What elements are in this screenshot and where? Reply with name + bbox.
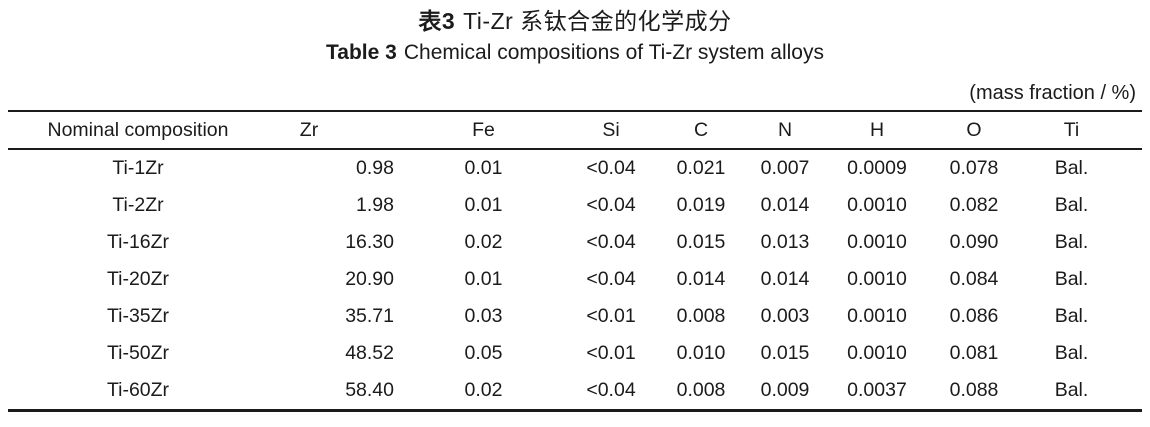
composition-value-cell: 58.40	[345, 379, 394, 401]
alloy-name-cell: Ti-2Zr	[112, 194, 164, 216]
composition-value-cell: <0.04	[586, 231, 636, 253]
alloy-name-cell: Ti-35Zr	[106, 305, 170, 327]
table-row: Ti-1Zr 0.98 0.01 <0.04 0.021 0.007 0.0009 0.078…	[8, 149, 1142, 187]
composition-value-cell: 0.015	[676, 231, 726, 253]
table-title-chinese-text: Ti-Zr 系钛合金的化学成分	[463, 8, 732, 34]
table-row: Ti-35Zr 35.71 0.03 <0.01 0.008 0.003 0.0010 0.0…	[8, 298, 1142, 335]
composition-value-cell: 0.0010	[847, 231, 907, 253]
table-row: Ti-2Zr 1.98 0.01 <0.04 0.019 0.014 0.0010 0.082…	[8, 187, 1142, 224]
table-header-row: Nominal composition Zr Fe Si C N H O Ti	[8, 111, 1142, 149]
composition-value-cell: 35.71	[345, 305, 394, 327]
unit-note: (mass fraction / %)	[969, 82, 1136, 104]
composition-value-cell: Bal.	[1054, 342, 1089, 364]
composition-value-cell: 0.082	[949, 194, 999, 216]
composition-value-cell: 0.090	[949, 231, 999, 253]
composition-value-cell: 0.084	[949, 268, 999, 290]
composition-value-cell: 0.014	[760, 194, 810, 216]
column-header-zr: Zr	[299, 118, 319, 141]
composition-value-cell: 1.98	[356, 194, 394, 216]
table-number-english: Table 3	[326, 41, 397, 64]
table-title-english: Table 3 Chemical compositions of Ti-Zr sy…	[0, 40, 1150, 66]
column-header-o: O	[966, 118, 982, 141]
composition-value-cell: Bal.	[1054, 194, 1089, 216]
table-header: Nominal composition Zr Fe Si C N H O Ti	[8, 111, 1142, 149]
alloy-name-cell: Ti-1Zr	[112, 157, 164, 179]
composition-value-cell: Bal.	[1054, 268, 1089, 290]
composition-value-cell: 0.01	[464, 268, 503, 290]
composition-value-cell: <0.04	[586, 194, 636, 216]
composition-value-cell: 0.014	[760, 268, 810, 290]
composition-value-cell: 0.007	[760, 157, 810, 179]
composition-value-cell: <0.01	[586, 305, 636, 327]
composition-value-cell: 0.078	[949, 157, 999, 179]
table-number-chinese: 表3	[418, 8, 456, 34]
composition-value-cell: <0.04	[586, 379, 636, 401]
composition-value-cell: 0.086	[949, 305, 999, 327]
composition-value-cell: 0.03	[464, 305, 503, 327]
column-header-ti: Ti	[1063, 118, 1080, 141]
composition-value-cell: 0.008	[676, 379, 726, 401]
composition-value-cell: 0.98	[356, 157, 394, 179]
composition-value-cell: Bal.	[1054, 231, 1089, 253]
table-row: Ti-16Zr 16.30 0.02 <0.04 0.015 0.013 0.0010 0.0…	[8, 224, 1142, 261]
alloy-name-cell: Ti-16Zr	[106, 231, 170, 253]
table-row: Ti-60Zr 58.40 0.02 <0.04 0.008 0.009 0.0037 0.0…	[8, 372, 1142, 411]
composition-value-cell: 0.009	[760, 379, 810, 401]
composition-value-cell: 0.013	[760, 231, 810, 253]
table-row: Ti-20Zr 20.90 0.01 <0.04 0.014 0.014 0.0010 0.0…	[8, 261, 1142, 298]
composition-value-cell: 0.019	[676, 194, 726, 216]
composition-value-cell: 0.014	[676, 268, 726, 290]
composition-value-cell: 0.0010	[847, 194, 907, 216]
column-header-si: Si	[602, 118, 620, 141]
table-row: Ti-50Zr 48.52 0.05 <0.01 0.010 0.015 0.0010 0.0…	[8, 335, 1142, 372]
composition-value-cell: 0.010	[676, 342, 726, 364]
column-header-nominal-composition: Nominal composition	[47, 118, 229, 141]
composition-value-cell: 0.01	[464, 157, 503, 179]
composition-value-cell: 16.30	[345, 231, 394, 253]
composition-table: Nominal composition Zr Fe Si C N H O Ti Ti-1Zr 0.…	[8, 110, 1142, 412]
column-header-c: C	[693, 118, 709, 141]
column-header-h: H	[869, 118, 885, 141]
composition-value-cell: 0.0010	[847, 305, 907, 327]
composition-value-cell: 0.01	[464, 194, 503, 216]
composition-value-cell: 0.0037	[847, 379, 907, 401]
composition-value-cell: 0.081	[949, 342, 999, 364]
composition-value-cell: 0.02	[464, 379, 503, 401]
composition-value-cell: 0.088	[949, 379, 999, 401]
composition-value-cell: Bal.	[1054, 305, 1089, 327]
column-header-fe: Fe	[472, 118, 495, 141]
composition-value-cell: Bal.	[1054, 379, 1089, 401]
table-title-chinese: 表3 Ti-Zr 系钛合金的化学成分	[0, 7, 1150, 35]
composition-value-cell: <0.04	[586, 157, 636, 179]
composition-value-cell: 0.02	[464, 231, 503, 253]
table-title-english-text: Chemical compositions of Ti-Zr system al…	[403, 41, 824, 64]
composition-value-cell: 0.0010	[847, 268, 907, 290]
composition-value-cell: 0.015	[760, 342, 810, 364]
composition-value-cell: 0.05	[464, 342, 503, 364]
composition-value-cell: 0.021	[676, 157, 726, 179]
alloy-name-cell: Ti-50Zr	[106, 342, 170, 364]
table-body: Ti-1Zr 0.98 0.01 <0.04 0.021 0.007 0.0009 0.078…	[8, 149, 1142, 411]
composition-value-cell: 0.008	[676, 305, 726, 327]
composition-value-cell: <0.01	[586, 342, 636, 364]
alloy-name-cell: Ti-60Zr	[106, 379, 170, 401]
composition-value-cell: 20.90	[345, 268, 394, 290]
composition-value-cell: 48.52	[345, 342, 394, 364]
composition-value-cell: 0.0009	[847, 157, 907, 179]
composition-value-cell: Bal.	[1054, 157, 1089, 179]
composition-value-cell: 0.003	[760, 305, 810, 327]
column-header-n: N	[777, 118, 793, 141]
alloy-name-cell: Ti-20Zr	[106, 268, 170, 290]
composition-value-cell: 0.0010	[847, 342, 907, 364]
composition-value-cell: <0.04	[586, 268, 636, 290]
